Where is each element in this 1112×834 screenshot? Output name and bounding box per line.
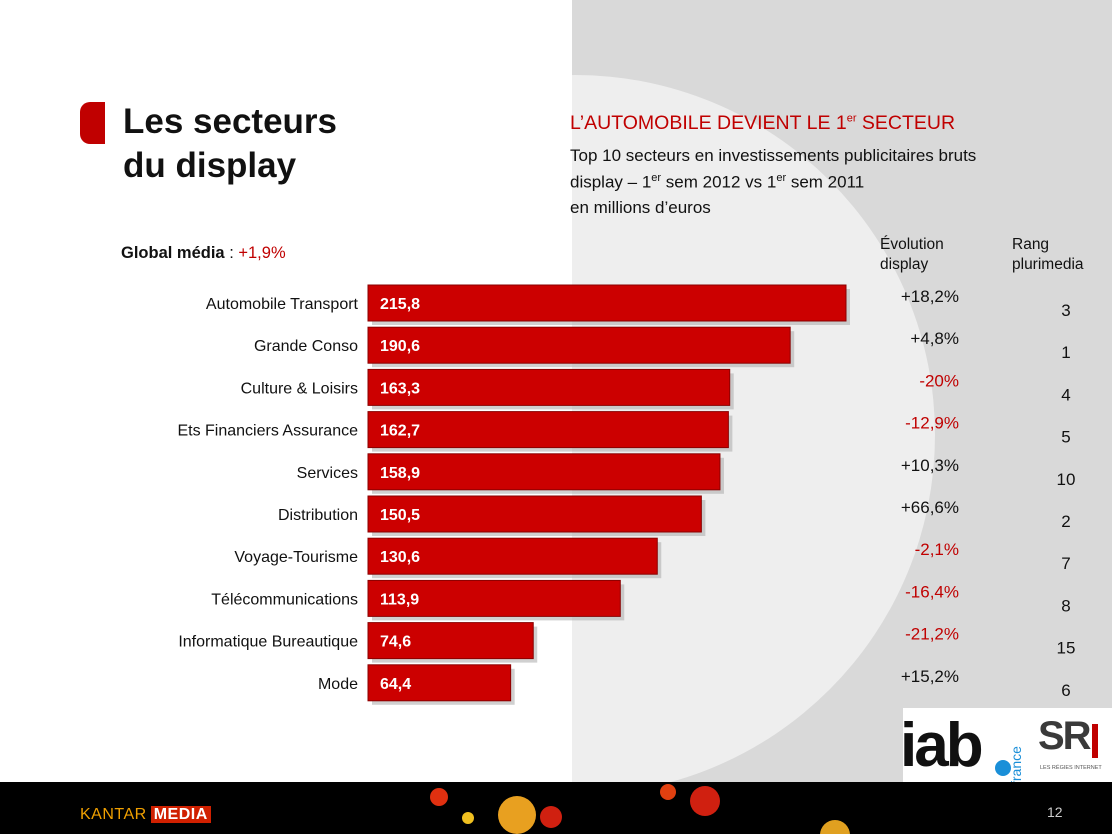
headline: L’AUTOMOBILE DEVIENT LE 1er SECTEUR	[570, 112, 956, 134]
evolution-value: -16,4%	[905, 582, 959, 601]
rang-value: 5	[1061, 428, 1070, 447]
bar-value-label: 74,6	[380, 634, 411, 651]
sri-logo: SR	[1038, 714, 1092, 758]
bar-value-label: 215,8	[380, 296, 420, 313]
evolution-value: -2,1%	[915, 540, 959, 559]
rang-value: 1	[1061, 343, 1070, 362]
decor-dot	[462, 812, 474, 824]
title-marker	[80, 102, 105, 144]
rang-column-header: Rang plurimedia	[1012, 236, 1084, 273]
bar-value-label: 64,4	[380, 676, 411, 693]
iab-dot-icon	[995, 760, 1011, 776]
decor-dot	[430, 788, 448, 806]
bar	[367, 411, 729, 449]
rang-value: 6	[1061, 681, 1070, 700]
category-label: Ets Financiers Assurance	[177, 423, 358, 440]
evolution-value: +15,2%	[901, 667, 959, 686]
evolution-value: +10,3%	[901, 456, 959, 475]
bar	[367, 622, 534, 660]
bar-value-label: 113,9	[380, 591, 419, 608]
rang-value: 3	[1061, 301, 1070, 320]
category-label: Mode	[318, 676, 358, 693]
evolution-value: +4,8%	[910, 329, 959, 348]
sri-logo-bar	[1092, 724, 1098, 758]
slide-title: Les secteurs du display	[123, 102, 338, 185]
page-number: 12	[1047, 804, 1063, 820]
decor-dot	[498, 796, 536, 834]
bar-value-label: 158,9	[380, 465, 420, 482]
bar-value-label: 130,6	[380, 549, 420, 566]
bar	[367, 453, 721, 491]
rang-value: 8	[1061, 596, 1070, 615]
bar-value-label: 150,5	[380, 507, 420, 524]
rang-value: 10	[1057, 470, 1076, 489]
bar-chart: Automobile Transport 215,8 +18,2% 3 Grande C…	[177, 284, 1076, 705]
bar-value-label: 162,7	[380, 423, 420, 440]
evolution-value: +66,6%	[901, 498, 959, 517]
global-media-label: Global média : +1,9%	[121, 244, 286, 262]
category-label: Culture & Loisirs	[241, 380, 358, 397]
category-label: Grande Conso	[254, 338, 358, 355]
iab-france-label: france	[1008, 746, 1024, 785]
footer-bar: KANTAR MEDIA 12	[0, 782, 1112, 834]
category-label: Distribution	[278, 507, 358, 524]
category-label: Automobile Transport	[206, 296, 359, 313]
bar	[367, 326, 791, 364]
evolution-value: -21,2%	[905, 625, 959, 644]
category-label: Services	[297, 465, 358, 482]
sri-tagline: LES RÉGIES INTERNET	[1040, 765, 1102, 771]
evolution-value: +18,2%	[901, 287, 959, 306]
rang-value: 7	[1061, 554, 1070, 573]
bar-value-label: 163,3	[380, 380, 420, 397]
decor-dot	[540, 806, 562, 828]
category-label: Informatique Bureautique	[178, 634, 358, 651]
bar	[367, 579, 621, 617]
iab-logo: iab	[900, 711, 984, 780]
subtitle-line-2: display – 1er sem 2012 vs 1er sem 2011	[570, 172, 865, 192]
rang-value: 15	[1057, 639, 1076, 658]
kantar-media-logo: KANTAR MEDIA	[80, 806, 211, 824]
decor-dot	[690, 786, 720, 816]
decor-dot	[820, 820, 850, 834]
bar	[367, 495, 702, 533]
rang-value: 2	[1061, 512, 1070, 531]
evolution-column-header: Évolution display	[880, 236, 944, 273]
rang-value: 4	[1061, 385, 1070, 404]
subtitle-line-1: Top 10 secteurs en investissements publi…	[570, 146, 977, 165]
category-label: Télécommunications	[211, 591, 358, 608]
category-label: Voyage-Tourisme	[234, 549, 358, 566]
bar	[367, 284, 847, 322]
evolution-value: -12,9%	[905, 414, 959, 433]
decor-dot	[660, 784, 676, 800]
subtitle-line-3: en millions d’euros	[570, 198, 711, 217]
bar	[367, 664, 512, 702]
bar-value-label: 190,6	[380, 338, 420, 355]
bar	[367, 537, 658, 575]
evolution-value: -20%	[919, 371, 959, 390]
bar	[367, 368, 731, 406]
